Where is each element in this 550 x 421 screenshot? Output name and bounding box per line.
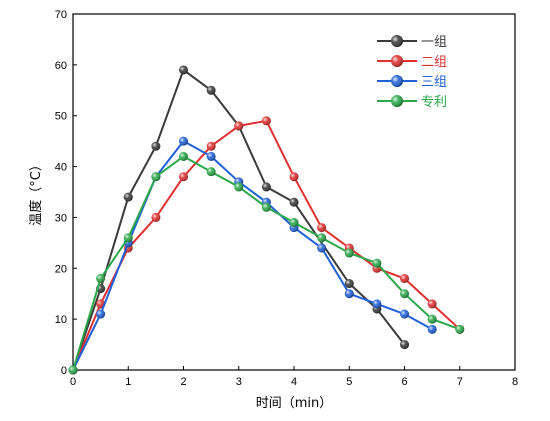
legend-label: 一组: [421, 35, 447, 50]
y-tick-label: 30: [55, 212, 67, 224]
data-point: [372, 299, 382, 309]
y-tick-label: 0: [61, 365, 67, 377]
x-tick-label: 0: [70, 376, 76, 388]
data-point: [123, 192, 133, 202]
data-point: [344, 289, 354, 299]
y-tick-label: 70: [55, 9, 67, 21]
data-point: [234, 121, 244, 131]
data-point: [289, 197, 299, 207]
data-point: [427, 299, 437, 309]
data-point: [234, 182, 244, 192]
data-point: [179, 136, 188, 146]
y-axis-ticks: 0 10 20 30 40 50 60 70: [55, 9, 77, 377]
x-axis-ticks: 0 1 2 3 4 5 6 7 8: [70, 366, 518, 388]
data-point: [123, 233, 133, 243]
data-point: [151, 172, 161, 182]
y-tick-label: 10: [55, 314, 67, 326]
data-point: [317, 223, 327, 233]
legend-label: 专利: [421, 95, 447, 110]
plot-border: [72, 13, 516, 371]
data-point: [96, 273, 106, 283]
plot-frame: [72, 13, 516, 371]
data-point: [179, 172, 188, 182]
data-point: [400, 340, 409, 350]
x-axis-label: 时间（min）: [256, 396, 333, 411]
legend-entry: 二组: [377, 55, 447, 70]
x-tick-label: 3: [236, 376, 242, 388]
data-point: [68, 365, 78, 375]
series-4: [68, 151, 465, 375]
data-point: [400, 289, 409, 299]
x-tick-label: 1: [125, 376, 131, 388]
data-point: [289, 218, 299, 228]
series-1: [68, 65, 409, 375]
legend-entry: 专利: [377, 95, 447, 110]
series-line: [72, 68, 406, 371]
data-point: [317, 243, 327, 253]
data-point: [206, 167, 216, 177]
x-tick-label: 5: [346, 376, 352, 388]
data-point: [344, 248, 354, 258]
data-point: [344, 279, 354, 289]
data-point: [206, 151, 216, 161]
data-point: [151, 141, 161, 151]
data-point: [427, 324, 437, 334]
data-point: [400, 273, 409, 283]
data-point: [179, 65, 188, 75]
data-point: [317, 233, 327, 243]
data-point: [289, 172, 299, 182]
data-point: [261, 116, 271, 126]
data-point: [261, 182, 271, 192]
y-axis-label: 温度（°C）: [28, 158, 44, 226]
legend-entry: 一组: [377, 35, 447, 50]
y-tick-label: 40: [55, 162, 67, 174]
data-point: [96, 309, 106, 319]
x-tick-label: 2: [180, 376, 186, 388]
y-tick-label: 50: [55, 111, 67, 123]
data-point: [206, 141, 216, 151]
y-tick-label: 60: [55, 60, 67, 72]
data-point: [372, 258, 382, 268]
series-3: [68, 136, 437, 375]
data-point: [455, 324, 465, 334]
legend-label: 二组: [421, 55, 447, 70]
data-point: [151, 212, 161, 222]
data-point: [427, 314, 437, 324]
y-tick-label: 20: [55, 263, 67, 275]
x-tick-label: 4: [291, 376, 297, 388]
data-point: [261, 202, 271, 212]
legend-entry: 三组: [377, 75, 447, 90]
legend-label: 三组: [421, 75, 447, 90]
data-point: [206, 85, 216, 95]
x-tick-label: 6: [401, 376, 407, 388]
x-tick-label: 7: [457, 376, 463, 388]
data-point: [179, 151, 188, 161]
series-line: [72, 140, 433, 371]
series-layer: [68, 65, 465, 375]
x-tick-label: 8: [512, 376, 518, 388]
data-point: [400, 309, 409, 319]
